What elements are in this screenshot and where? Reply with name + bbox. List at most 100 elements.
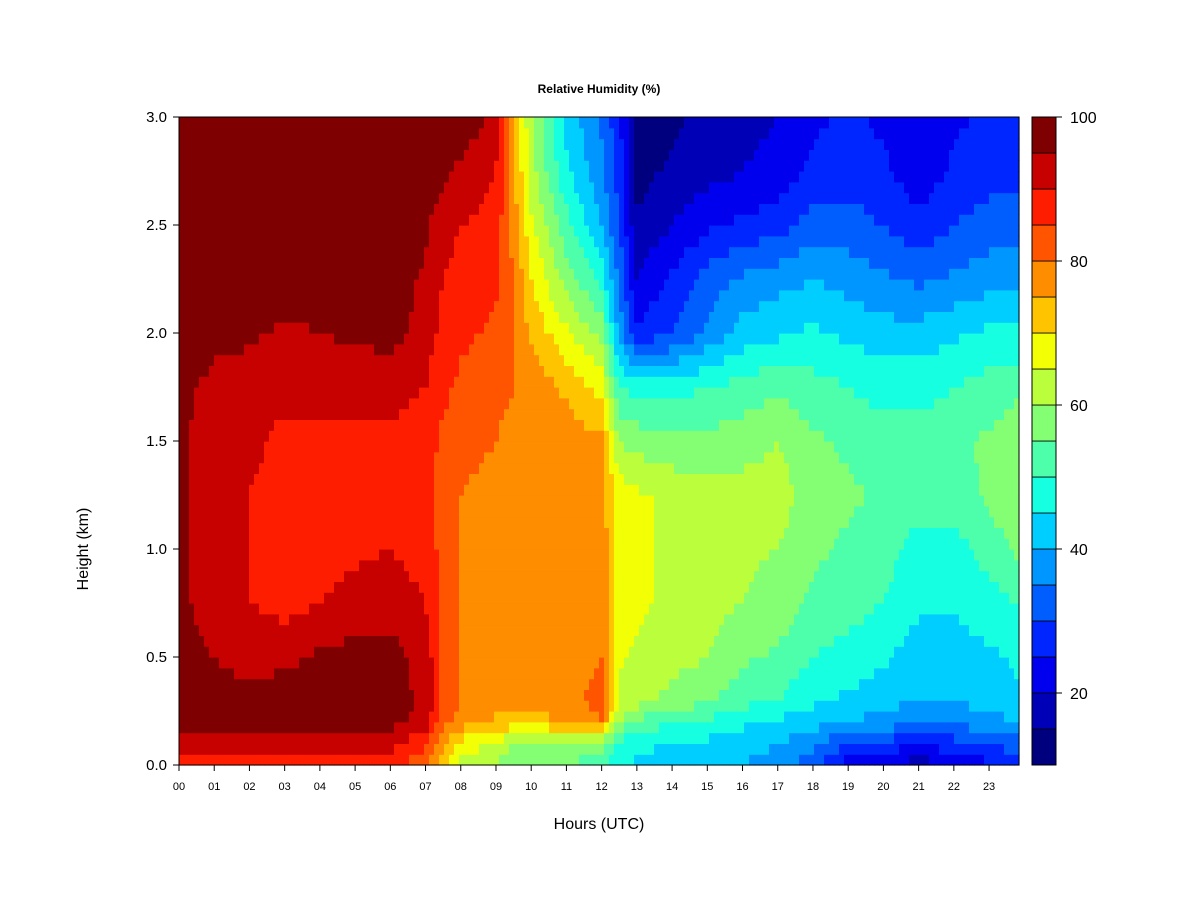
heatmap-cell <box>374 549 380 561</box>
heatmap-cell <box>499 225 505 237</box>
heatmap-cell <box>389 354 395 366</box>
heatmap-cell <box>454 203 460 215</box>
heatmap-cell <box>439 657 445 669</box>
heatmap-cell <box>254 613 260 626</box>
heatmap-cell <box>484 289 490 302</box>
heatmap-cell <box>484 322 490 334</box>
heatmap-cell <box>339 214 345 226</box>
heatmap-cell <box>574 117 580 129</box>
heatmap-cell <box>574 516 580 528</box>
heatmap-cell <box>499 700 505 712</box>
heatmap-cell <box>519 322 525 334</box>
heatmap-cell <box>314 495 320 507</box>
heatmap-cell <box>589 419 595 431</box>
heatmap-cell <box>264 711 270 723</box>
heatmap-cell <box>194 408 200 420</box>
heatmap-cell <box>504 181 510 194</box>
heatmap-cell <box>294 322 300 334</box>
heatmap-cell <box>409 721 415 734</box>
heatmap-cell <box>239 581 245 593</box>
heatmap-cell <box>274 538 280 550</box>
heatmap-cell <box>374 397 380 410</box>
heatmap-cell <box>414 235 420 248</box>
heatmap-cell <box>259 484 265 496</box>
heatmap-cell <box>454 214 460 226</box>
heatmap-cell <box>444 592 450 604</box>
heatmap-cell <box>554 527 560 539</box>
heatmap-cell <box>339 192 345 204</box>
heatmap-cell <box>404 127 410 140</box>
heatmap-cell <box>229 743 235 755</box>
heatmap-cell <box>454 646 460 658</box>
heatmap-cell <box>539 160 545 172</box>
heatmap-cell <box>589 711 595 723</box>
heatmap-cell <box>414 117 420 129</box>
heatmap-cell <box>274 495 280 507</box>
heatmap-cell <box>294 538 300 550</box>
heatmap-cell <box>249 225 255 237</box>
heatmap-cell <box>289 462 295 474</box>
heatmap-cell <box>494 246 500 258</box>
heatmap-cell <box>194 268 200 280</box>
heatmap-cell <box>479 408 485 420</box>
heatmap-cell <box>194 743 200 755</box>
heatmap-cell <box>224 689 230 701</box>
heatmap-cell <box>289 160 295 172</box>
heatmap-cell <box>534 171 540 183</box>
heatmap-cell <box>344 678 350 690</box>
heatmap-cell <box>294 678 300 690</box>
heatmap-cell <box>299 160 305 172</box>
heatmap-cell <box>294 624 300 636</box>
heatmap-cell <box>309 657 315 669</box>
heatmap-cell <box>464 473 470 485</box>
heatmap-cell <box>499 721 505 734</box>
heatmap-cell <box>234 570 240 582</box>
heatmap-cell <box>429 387 435 399</box>
heatmap-cell <box>364 538 370 550</box>
heatmap-cell <box>384 181 390 194</box>
heatmap-cell <box>449 419 455 431</box>
heatmap-cell <box>469 570 475 582</box>
heatmap-cell <box>589 365 595 377</box>
heatmap-cell <box>454 484 460 496</box>
heatmap-cell <box>194 624 200 636</box>
heatmap-cell <box>209 311 215 323</box>
heatmap-cell <box>349 408 355 420</box>
heatmap-cell <box>339 257 345 269</box>
heatmap-cell <box>189 516 195 528</box>
heatmap-cell <box>439 527 445 539</box>
heatmap-cell <box>384 214 390 226</box>
heatmap-cell <box>304 613 310 626</box>
heatmap-cell <box>204 441 210 453</box>
heatmap-cell <box>504 495 510 507</box>
heatmap-cell <box>549 484 555 496</box>
heatmap-cell <box>389 581 395 593</box>
heatmap-cell <box>544 581 550 593</box>
heatmap-cell <box>544 235 550 248</box>
heatmap-cell <box>284 343 290 356</box>
heatmap-cell <box>264 646 270 658</box>
heatmap-cell <box>429 516 435 528</box>
heatmap-cell <box>444 505 450 518</box>
heatmap-cell <box>179 246 185 258</box>
heatmap-cell <box>429 473 435 485</box>
heatmap-cell <box>419 333 425 345</box>
heatmap-cell <box>379 570 385 582</box>
heatmap-cell <box>414 700 420 712</box>
heatmap-cell <box>179 430 185 442</box>
heatmap-cell <box>439 333 445 345</box>
heatmap-cell <box>184 711 190 723</box>
heatmap-cell <box>544 311 550 323</box>
heatmap-cell <box>509 592 515 604</box>
heatmap-cell <box>559 149 565 161</box>
heatmap-cell <box>559 387 565 399</box>
heatmap-cell <box>469 408 475 420</box>
heatmap-cell <box>214 667 220 680</box>
heatmap-cell <box>324 505 330 518</box>
heatmap-cell <box>539 732 545 744</box>
heatmap-cell <box>589 527 595 539</box>
heatmap-cell <box>544 689 550 701</box>
heatmap-cell <box>189 138 195 150</box>
heatmap-cell <box>494 570 500 582</box>
heatmap-cell <box>254 387 260 399</box>
